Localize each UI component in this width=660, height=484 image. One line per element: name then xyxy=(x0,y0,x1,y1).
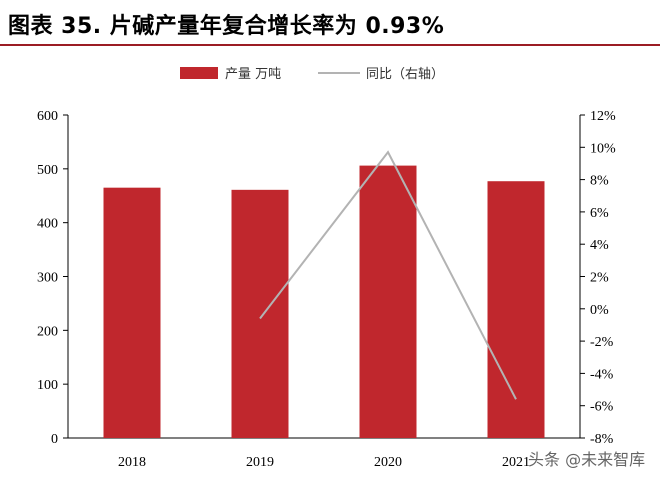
x-tick-label-2020: 2020 xyxy=(374,455,402,470)
right-y-tick-label: 0% xyxy=(590,303,609,318)
bars xyxy=(103,165,545,438)
left-y-tick-label: 400 xyxy=(37,217,58,232)
left-y-tick-label: 300 xyxy=(37,271,58,286)
right-y-tick-label: -2% xyxy=(590,335,614,350)
left-y-tick-label: 100 xyxy=(37,378,58,393)
left-y-tick-labels: 0 100 200 300 400 500 600 xyxy=(37,109,58,447)
legend: 产量 万吨 同比（右轴） xyxy=(180,67,444,82)
right-y-tick-label: 4% xyxy=(590,238,609,253)
right-y-tick-label: 2% xyxy=(590,271,609,286)
right-y-tick-label: -8% xyxy=(590,432,614,447)
bar-2021 xyxy=(487,181,545,438)
legend-bar-swatch xyxy=(180,67,218,79)
yoy-line xyxy=(259,150,517,400)
legend-bar-label: 产量 万吨 xyxy=(225,67,281,82)
right-y-tick-label: 8% xyxy=(590,174,609,189)
right-y-tick-label: 10% xyxy=(590,141,616,156)
left-y-tick-label: 600 xyxy=(37,109,58,124)
x-tick-label-2021: 2021 xyxy=(502,455,530,470)
x-tick-labels: 2018 2019 2020 2021 xyxy=(118,455,530,470)
bar-2020 xyxy=(359,165,417,438)
x-tick-label-2018: 2018 xyxy=(118,455,146,470)
legend-line-label: 同比（右轴） xyxy=(366,67,444,82)
bar-2018 xyxy=(103,187,161,438)
watermark: 头条 @未来智库 xyxy=(528,450,646,469)
chart-title: 图表 35. 片碱产量年复合增长率为 0.93% xyxy=(8,14,445,39)
title-divider xyxy=(0,44,660,46)
left-y-tick-label: 0 xyxy=(51,432,58,447)
left-y-tick-label: 200 xyxy=(37,324,58,339)
x-tick-label-2019: 2019 xyxy=(246,455,274,470)
bar-2019 xyxy=(231,189,289,438)
right-y-tick-label: 6% xyxy=(590,206,609,221)
right-y-tick-labels: -8% -6% -4% -2% 0% 2% 4% 6% 8% 10% 12% xyxy=(590,109,616,447)
left-y-tick-label: 500 xyxy=(37,163,58,178)
right-y-tick-label: -6% xyxy=(590,400,614,415)
right-y-tick-label: -4% xyxy=(590,367,614,382)
right-y-tick-label: 12% xyxy=(590,109,616,124)
